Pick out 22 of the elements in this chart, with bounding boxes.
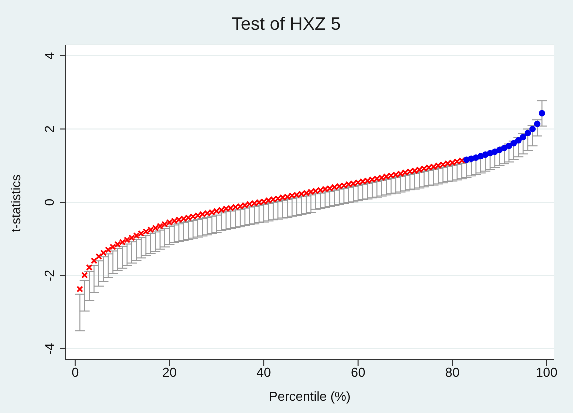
x-tick-label: 0	[72, 365, 80, 380]
x-tick-label: 60	[351, 365, 366, 380]
point	[524, 130, 532, 136]
x-tick-label: 40	[256, 365, 272, 380]
y-tick-label: 2	[42, 126, 57, 133]
point	[520, 134, 527, 140]
x-tick-label: 20	[162, 365, 177, 380]
x-axis-title: Percentile (%)	[269, 389, 351, 404]
y-tick-label: -2	[42, 270, 57, 282]
x-tick-label: 100	[536, 365, 558, 380]
y-tick-label: -4	[42, 343, 57, 355]
y-tick-label: 4	[42, 52, 57, 60]
point	[510, 140, 518, 147]
point	[534, 120, 541, 128]
y-axis-title: t-statistics	[8, 174, 24, 232]
y-tick-label: 0	[42, 198, 57, 206]
point	[530, 126, 536, 132]
point	[506, 142, 512, 150]
point	[539, 110, 546, 117]
x-tick-label: 80	[445, 365, 460, 380]
point	[515, 137, 522, 144]
chart-title: Test of HXZ 5	[230, 14, 342, 35]
